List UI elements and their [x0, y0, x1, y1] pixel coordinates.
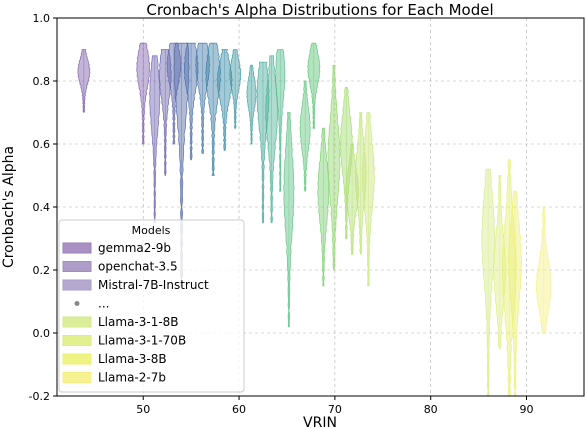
legend-swatch [62, 316, 92, 328]
y-tick-label: 0.4 [33, 201, 51, 214]
legend-swatch [62, 279, 92, 291]
x-axis-title: VRIN [303, 415, 337, 428]
legend-label: Llama-2-7b [98, 371, 166, 385]
legend: Models gemma2-9b openchat-3.5 Mistral-7B-I… [58, 219, 245, 393]
x-tick-label: 60 [232, 403, 246, 416]
legend-title: Models [132, 224, 171, 237]
y-tick-label: 0.2 [33, 264, 51, 277]
legend-label: openchat-3.5 [98, 260, 178, 274]
chart-title: Cronbach's Alpha Distributions for Each … [146, 1, 493, 19]
legend-label: Llama-3-8B [98, 352, 167, 366]
tick-layer: 50 60 70 80 90 -0.2 0.0 0.2 0.4 0.6 0.8 1.0 [29, 12, 534, 416]
legend-label: Llama-3-1-70B [98, 334, 186, 348]
legend-label: ... [98, 297, 109, 311]
x-tick-label: 80 [424, 403, 438, 416]
y-tick-label: 1.0 [33, 12, 51, 25]
legend-swatch [62, 372, 92, 383]
legend-label: Mistral-7B-Instruct [98, 278, 209, 292]
y-tick-label: -0.2 [29, 390, 50, 403]
legend-swatch [62, 242, 92, 254]
y-tick-label: 0.6 [33, 138, 51, 151]
x-tick-label: 50 [136, 403, 150, 416]
y-tick-label: 0.8 [33, 75, 51, 88]
x-tick-label: 90 [520, 403, 534, 416]
x-tick-label: 70 [328, 403, 342, 416]
legend-label: Llama-3-1-8B [98, 315, 179, 329]
legend-label: gemma2-9b [98, 241, 171, 255]
legend-swatch [62, 353, 92, 365]
y-axis-title: Cronbach's Alpha [1, 146, 17, 268]
violin-layer [77, 42, 552, 397]
y-tick-label: 0.0 [33, 327, 51, 340]
legend-marker-dot [74, 301, 80, 306]
legend-swatch [62, 335, 92, 346]
legend-swatch [62, 261, 92, 272]
legend-box [58, 219, 245, 393]
